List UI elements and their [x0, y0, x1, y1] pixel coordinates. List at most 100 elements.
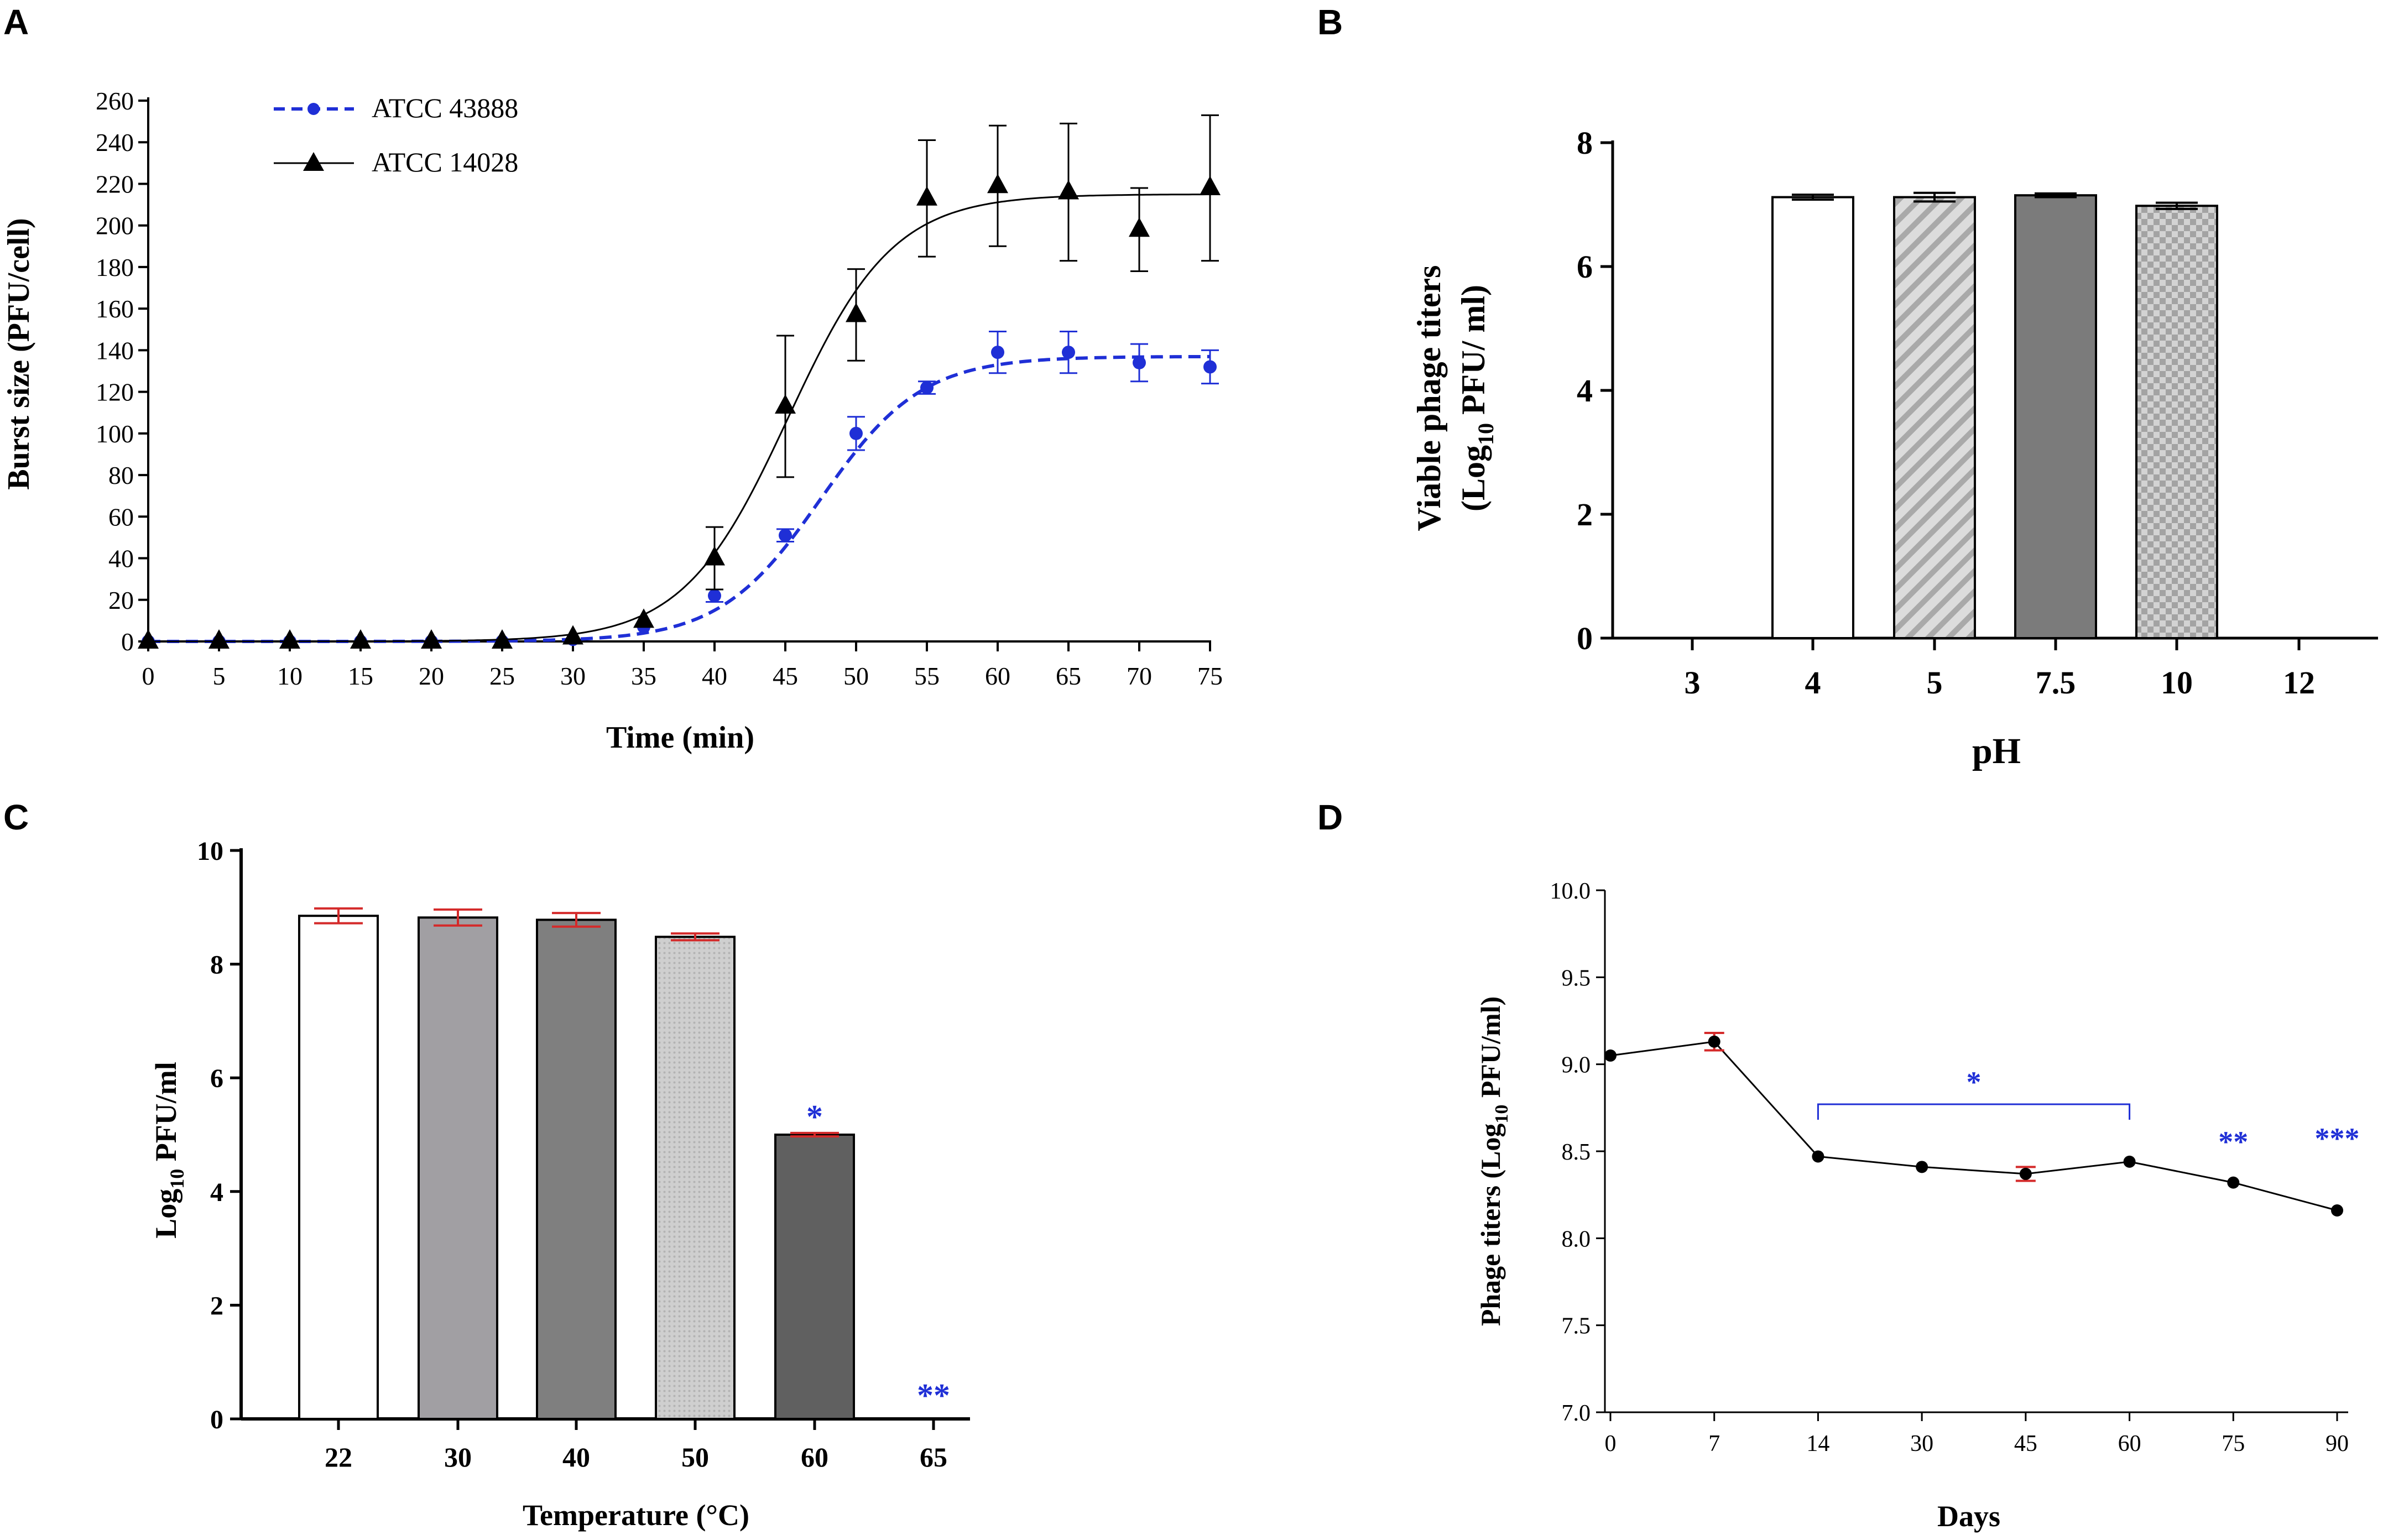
y-tick-label: 260 [96, 87, 134, 115]
significance-marker: * [806, 1099, 823, 1135]
panel-b-plot-area: 0 2 4 6 8 3 4 5 7.5 10 12 [1577, 125, 2378, 701]
y-tick-label: 8.5 [1562, 1140, 1591, 1165]
panel-b-y-axis-title-line1: Viable phage titers [1411, 265, 1447, 531]
panel-letter-d: D [1317, 797, 1343, 837]
x-tick-label: 20 [419, 662, 444, 690]
data-point-day-14 [1812, 1150, 1824, 1163]
bar-temp-40 [536, 918, 617, 1420]
x-tick-label: 10 [277, 662, 303, 690]
data-point-day-45 [2019, 1167, 2032, 1180]
data-point-atcc-43888 [991, 346, 1004, 359]
bar-temp-50 [655, 936, 736, 1420]
y-tick-label: 8.0 [1562, 1226, 1591, 1252]
panel-d-y-axis-title: Phage titers (Log10 PFU/ml) [1475, 996, 1512, 1326]
x-tick-label: 75 [2222, 1431, 2245, 1457]
data-point-atcc-14028 [916, 186, 937, 206]
data-point-atcc-43888 [1133, 356, 1146, 369]
data-point-atcc-14028 [704, 546, 725, 566]
y-tick-label: 80 [108, 461, 134, 489]
data-point-atcc-43888 [849, 426, 863, 440]
significance-marker: ** [917, 1377, 950, 1413]
x-tick-label: 30 [560, 662, 586, 690]
y-tick-label: 40 [108, 545, 134, 573]
series-line-phage-titer [1610, 1041, 2338, 1212]
data-point-day-90 [2331, 1204, 2343, 1217]
bar-ph-4 [1771, 196, 1854, 639]
x-tick-label: 45 [2014, 1431, 2037, 1457]
data-point-atcc-43888 [920, 381, 934, 395]
x-tick-label: 60 [801, 1442, 828, 1473]
data-point-atcc-14028 [1129, 217, 1150, 237]
x-tick-label: 5 [213, 662, 226, 690]
data-point-day-60 [2123, 1155, 2136, 1168]
significance-marker: * [1967, 1066, 1982, 1099]
x-tick-label: 7 [1708, 1431, 1720, 1457]
y-tick-label: 10.0 [1550, 879, 1591, 904]
y-tick-label: 4 [1577, 373, 1593, 409]
panel-a-x-axis-title: Time (min) [606, 721, 754, 755]
significance-marker: *** [2315, 1122, 2360, 1155]
data-point-atcc-14028 [350, 629, 371, 649]
x-tick-label: 10 [2161, 665, 2193, 701]
panel-letter-c: C [3, 797, 29, 837]
y-tick-label: 180 [96, 253, 134, 281]
data-point-atcc-14028 [846, 302, 867, 322]
x-tick-label: 4 [1805, 665, 1821, 701]
y-tick-label: 4 [210, 1178, 223, 1207]
data-point-atcc-14028 [987, 174, 1008, 194]
legend-label-atcc-14028: ATCC 14028 [372, 147, 518, 178]
y-tick-label: 0 [121, 628, 134, 656]
y-tick-label: 6 [210, 1064, 223, 1093]
data-point-atcc-14028 [421, 629, 442, 649]
panel-b-y-axis-title: Viable phage titers (Log10 PFU/ ml) [1411, 265, 1498, 531]
y-tick-label: 9.0 [1562, 1053, 1591, 1078]
x-tick-label: 25 [489, 662, 515, 690]
x-tick-label: 30 [1910, 1431, 1933, 1457]
panel-d-plot-area: 7.07.58.08.59.09.510.00 7 14 30 45 60 75 90*** *… [1550, 879, 2360, 1457]
fit-curve-atcc-43888 [148, 354, 1210, 643]
y-tick-label: 2 [210, 1291, 223, 1320]
data-point-atcc-14028 [1200, 175, 1221, 195]
y-tick-label: 0 [210, 1405, 223, 1434]
data-point-day-30 [1916, 1161, 1928, 1173]
x-tick-label: 3 [1685, 665, 1701, 701]
panel-a-y-axis-title: Burst size (PFU/cell) [2, 218, 36, 489]
panel-a-burst-size-chart: A 0 20 40 60 80 100 120 140 160 180 200 220 240 260 0 5… [2, 2, 1223, 755]
y-tick-label: 10 [197, 837, 223, 866]
x-tick-label: 65 [920, 1442, 947, 1473]
y-tick-label: 100 [96, 420, 134, 448]
y-tick-label: 200 [96, 212, 134, 240]
x-tick-label: 12 [2283, 665, 2315, 701]
y-tick-label: 2 [1577, 497, 1593, 533]
panel-a-plot-area: 0 20 40 60 80 100 120 140 160 180 200 220 240 260 0 5 10… [96, 87, 1223, 690]
y-tick-label: 8 [1577, 125, 1593, 161]
x-tick-label: 60 [985, 662, 1010, 690]
y-tick-label: 9.5 [1562, 965, 1591, 991]
data-point-atcc-14028 [775, 394, 796, 414]
y-tick-label: 0 [1577, 620, 1593, 656]
x-tick-label: 70 [1127, 662, 1152, 690]
panel-c-y-axis-title: Log10 PFU/ml [149, 1062, 188, 1239]
data-point-atcc-14028 [279, 629, 300, 649]
data-point-atcc-14028 [492, 629, 513, 649]
y-tick-label: 120 [96, 378, 134, 406]
x-tick-label: 14 [1806, 1431, 1829, 1457]
legend-marker-circle [307, 103, 320, 115]
data-point-atcc-14028 [138, 629, 159, 649]
x-tick-label: 5 [1927, 665, 1943, 701]
x-tick-label: 50 [843, 662, 869, 690]
y-tick-label: 140 [96, 336, 134, 364]
x-tick-label: 7.5 [2036, 665, 2076, 701]
x-tick-label: 50 [681, 1442, 709, 1473]
data-point-atcc-43888 [779, 529, 792, 542]
x-tick-label: 90 [2326, 1431, 2349, 1457]
data-point-atcc-14028 [1058, 180, 1079, 200]
y-tick-label: 6 [1577, 249, 1593, 285]
significance-bracket [1817, 1103, 2131, 1120]
panel-c-x-axis-title: Temperature (°C) [523, 1499, 749, 1532]
panel-d-x-axis-title: Days [1937, 1500, 2000, 1533]
data-point-atcc-14028 [633, 608, 654, 628]
